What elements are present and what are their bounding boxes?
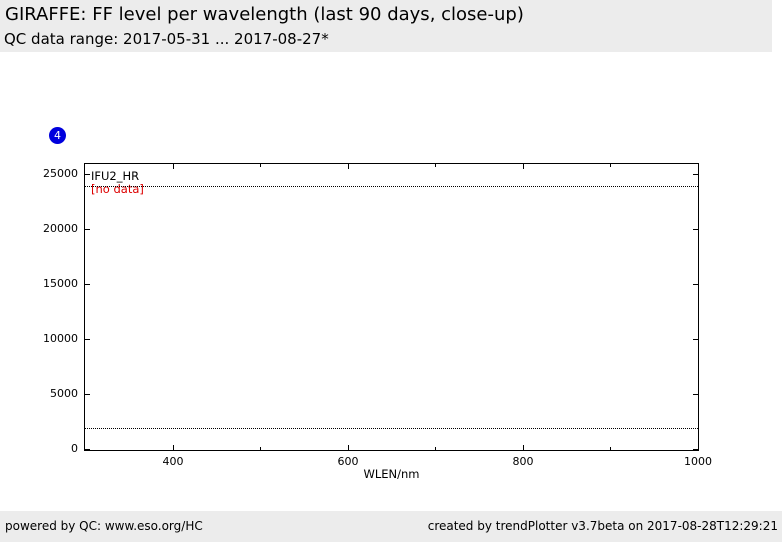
y-tick-mirror: [693, 174, 698, 175]
x-axis-title: WLEN/nm: [363, 467, 420, 481]
x-tick-label: 400: [162, 455, 184, 468]
y-tick: [85, 229, 90, 230]
x-tick: [523, 445, 524, 450]
y-tick-label: 10000: [43, 332, 78, 345]
y-tick: [85, 394, 90, 395]
upper-threshold-line: [85, 186, 698, 187]
x-minor-tick-mirror: [610, 164, 611, 167]
y-tick: [85, 449, 90, 450]
y-tick-mirror: [693, 284, 698, 285]
page-title: GIRAFFE: FF level per wavelength (last 9…: [5, 4, 524, 25]
y-tick-label: 0: [71, 442, 78, 455]
no-data-label: [no data]: [91, 182, 144, 196]
plot-area: IFU2_HR [no data]: [84, 163, 699, 451]
y-tick: [85, 339, 90, 340]
x-tick: [173, 445, 174, 450]
legend-label: IFU2_HR: [91, 169, 140, 183]
y-tick-mirror: [693, 229, 698, 230]
y-tick-label: 20000: [43, 222, 78, 235]
x-tick-label: 800: [512, 455, 534, 468]
page-subtitle: QC data range: 2017-05-31 ... 2017-08-27…: [4, 30, 329, 48]
y-tick-label: 15000: [43, 277, 78, 290]
lower-threshold-line: [85, 428, 698, 429]
plot-inner: IFU2_HR [no data]: [85, 164, 699, 450]
x-tick-label: 600: [337, 455, 359, 468]
x-tick-mirror: [698, 164, 699, 169]
y-tick-mirror: [693, 394, 698, 395]
x-tick-mirror: [348, 164, 349, 169]
chart: IFU2_HR [no data] 0 5000 10000 15000 20000 25…: [43, 163, 712, 481]
x-minor-tick: [610, 447, 611, 450]
x-tick: [348, 445, 349, 450]
y-tick-label: 5000: [50, 387, 78, 400]
x-tick-label: 1000: [684, 455, 712, 468]
header-bar: GIRAFFE: FF level per wavelength (last 9…: [0, 0, 772, 52]
x-minor-tick: [260, 447, 261, 450]
plot-count-badge[interactable]: 4: [49, 127, 66, 144]
y-tick-label: 25000: [43, 167, 78, 180]
y-tick-mirror: [693, 449, 698, 450]
x-tick-mirror: [523, 164, 524, 169]
y-tick: [85, 284, 90, 285]
y-tick-mirror: [693, 339, 698, 340]
y-tick: [85, 174, 90, 175]
x-tick: [698, 445, 699, 450]
x-minor-tick-mirror: [435, 164, 436, 167]
x-minor-tick-mirror: [260, 164, 261, 167]
footer-bar: powered by QC: www.eso.org/HC created by…: [0, 511, 782, 542]
x-tick-mirror: [173, 164, 174, 169]
x-minor-tick: [435, 447, 436, 450]
footer-credit-qc: powered by QC: www.eso.org/HC: [5, 519, 203, 533]
footer-credit-trendplotter: created by trendPlotter v3.7beta on 2017…: [427, 519, 778, 533]
